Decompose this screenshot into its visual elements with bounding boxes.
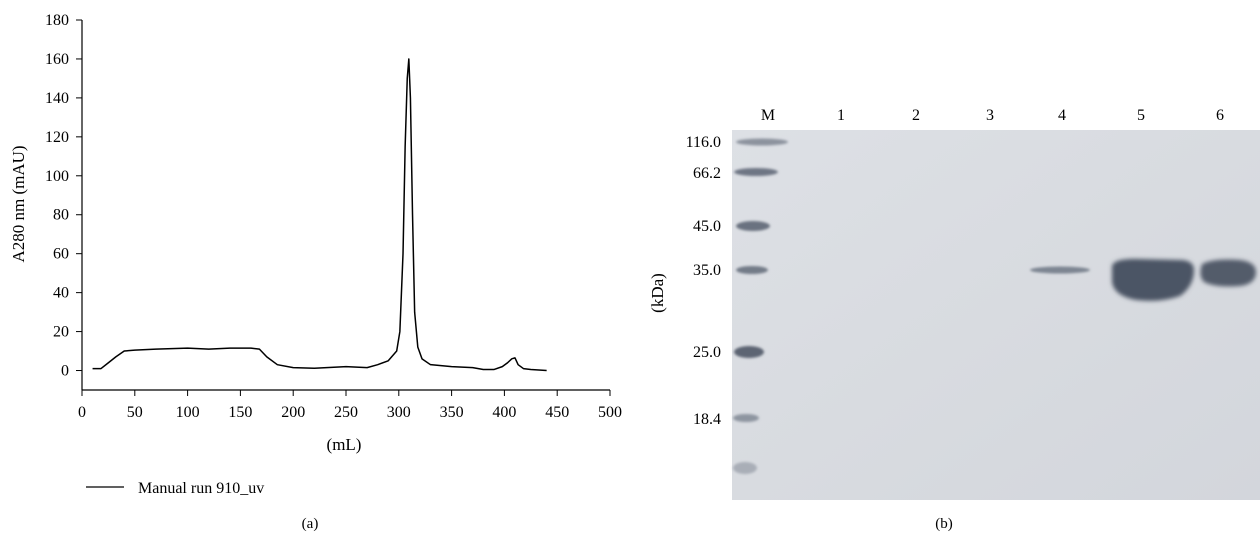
marker-band-116 xyxy=(736,138,788,146)
y-tick-label: 180 xyxy=(45,12,69,29)
y-tick-label: 80 xyxy=(53,207,69,224)
x-tick-label: 200 xyxy=(281,404,305,421)
x-tick-label: 150 xyxy=(228,404,252,421)
lane-label-m: M xyxy=(761,107,775,124)
chromatogram-chart: 0 20 40 60 80 100 120 140 160 180 0 50 100 150 200 250… xyxy=(9,12,622,532)
marker-band-35 xyxy=(736,266,768,274)
panel-label-b: (b) xyxy=(935,516,953,532)
y-ticks: 0 20 40 60 80 100 120 140 160 180 xyxy=(45,12,82,380)
lane-5-band xyxy=(1112,258,1194,301)
mw-label-116: 116.0 xyxy=(686,134,721,151)
marker-weight-labels: 116.0 66.2 45.0 35.0 25.0 18.4 xyxy=(686,134,721,428)
mw-label-25: 25.0 xyxy=(693,344,721,361)
legend: Manual run 910_uv xyxy=(86,480,264,497)
y-tick-label: 0 xyxy=(61,363,69,380)
lane-6-band xyxy=(1200,259,1256,287)
marker-band-18 xyxy=(733,414,759,422)
x-tick-label: 350 xyxy=(440,404,464,421)
y-tick-label: 160 xyxy=(45,51,69,68)
x-tick-label: 250 xyxy=(334,404,358,421)
mw-label-18: 18.4 xyxy=(693,411,721,428)
x-tick-label: 0 xyxy=(78,404,86,421)
marker-band-25 xyxy=(734,346,764,358)
series-line-uv xyxy=(92,58,547,372)
y-tick-label: 20 xyxy=(53,324,69,341)
y-tick-label: 40 xyxy=(53,285,69,302)
marker-lane-bands xyxy=(733,138,788,474)
x-tick-label: 100 xyxy=(176,404,200,421)
sds-page-gel: M 1 2 3 4 5 6 116.0 66.2 45.0 35.0 25.0 … xyxy=(648,107,1260,532)
marker-smear-low xyxy=(733,462,757,474)
lane-label-6: 6 xyxy=(1216,107,1224,124)
x-tick-label: 50 xyxy=(127,404,143,421)
sample-bands xyxy=(1030,258,1256,301)
y-axis-title: A280 nm (mAU) xyxy=(9,145,28,262)
lane-label-5: 5 xyxy=(1137,107,1145,124)
y-tick-label: 140 xyxy=(45,90,69,107)
x-tick-label: 450 xyxy=(545,404,569,421)
lane-label-3: 3 xyxy=(986,107,994,124)
marker-band-45 xyxy=(736,221,770,231)
lane-label-4: 4 xyxy=(1058,107,1066,124)
x-tick-label: 500 xyxy=(598,404,622,421)
marker-band-66 xyxy=(734,168,778,176)
mw-label-66: 66.2 xyxy=(693,165,721,182)
chart-a-axes xyxy=(81,20,610,391)
lane-labels: M 1 2 3 4 5 6 xyxy=(761,107,1224,124)
y-tick-label: 120 xyxy=(45,129,69,146)
x-tick-label: 300 xyxy=(387,404,411,421)
lane-label-1: 1 xyxy=(837,107,845,124)
x-ticks: 0 50 100 150 200 250 300 350 400 450 500 xyxy=(78,390,622,421)
x-axis-title: (mL) xyxy=(327,435,362,454)
kda-axis-title: (kDa) xyxy=(648,273,667,313)
y-tick-label: 60 xyxy=(53,246,69,263)
y-tick-label: 100 xyxy=(45,168,69,185)
x-tick-label: 400 xyxy=(492,404,516,421)
series-group xyxy=(92,58,547,372)
legend-label: Manual run 910_uv xyxy=(138,480,264,497)
lane-4-band xyxy=(1030,266,1090,274)
gel-image xyxy=(732,130,1260,500)
lane-label-2: 2 xyxy=(912,107,920,124)
mw-label-35: 35.0 xyxy=(693,262,721,279)
panel-label-a: (a) xyxy=(302,516,319,532)
mw-label-45: 45.0 xyxy=(693,218,721,235)
